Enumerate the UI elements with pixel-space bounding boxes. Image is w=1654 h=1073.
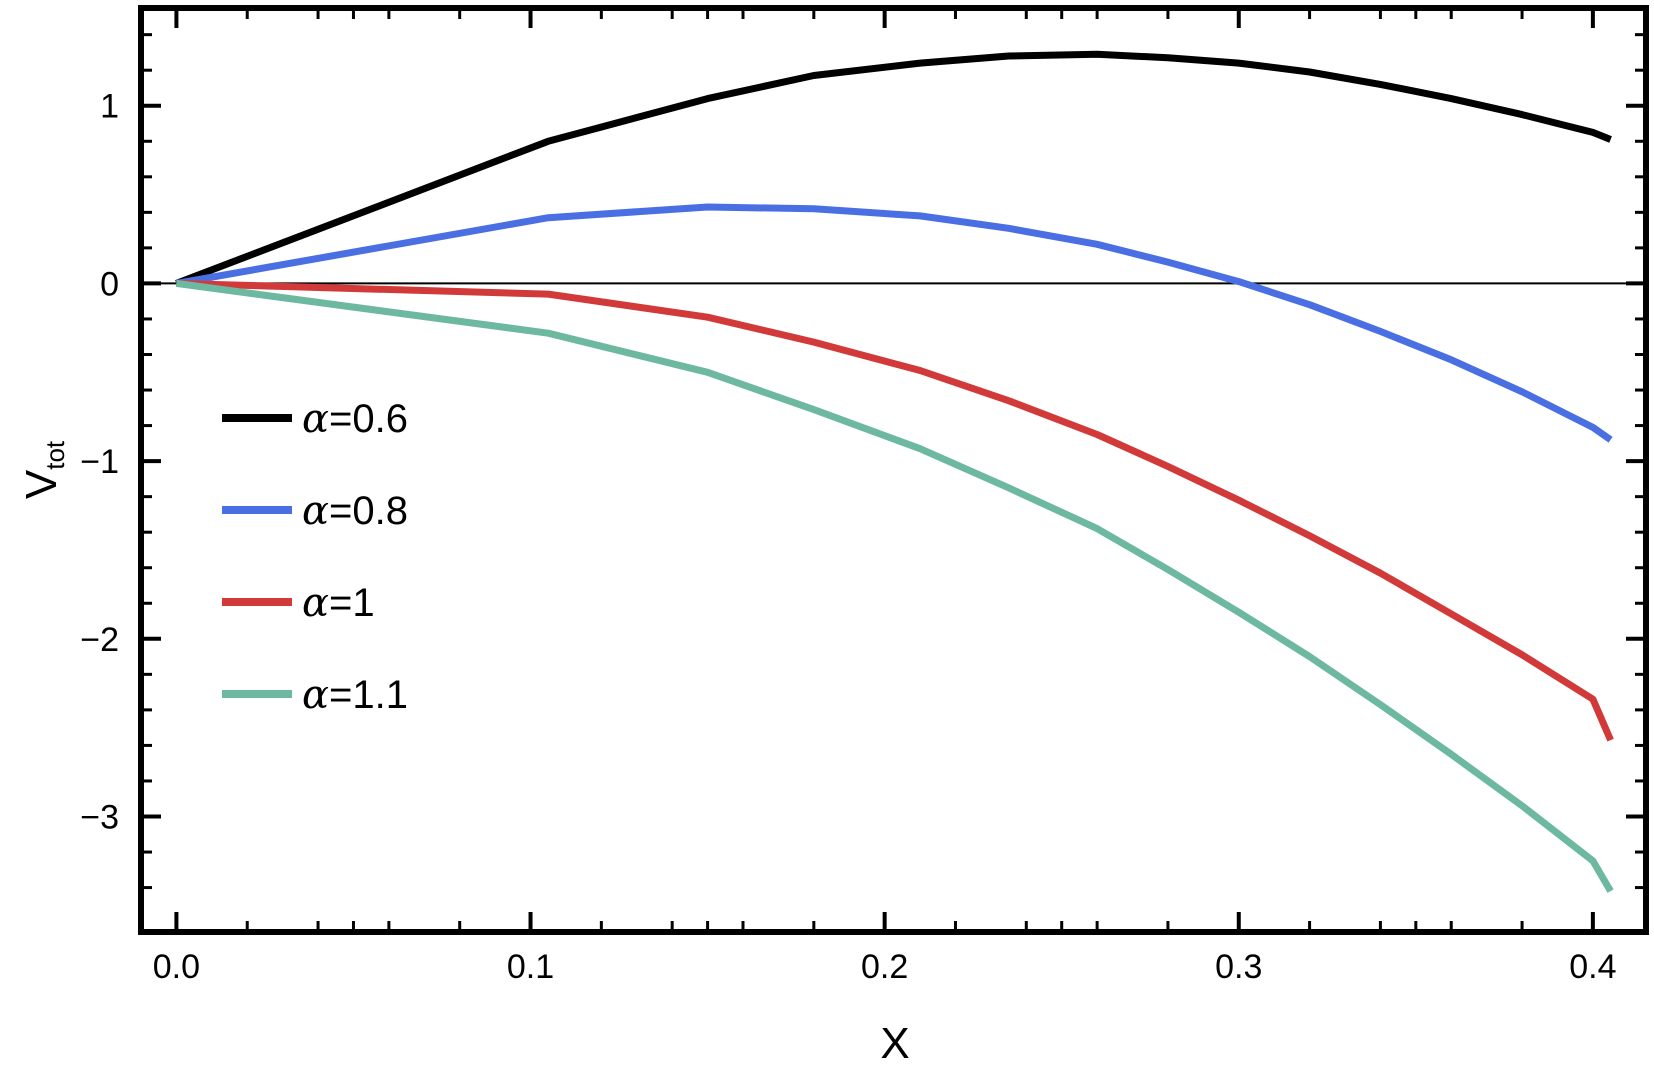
series-line-1 [175,203,1613,443]
y-tick-label: −1 [80,443,119,481]
series-line-0 [175,50,1612,287]
tick-labels-layer: 0.0 0.1 0.2 0.3 0.4 −3 −2 −1 0 1 [80,88,1616,986]
legend-label-symbol: α [302,672,329,718]
legend-label-value: =0.6 [329,397,408,441]
y-tick-label: 0 [100,265,119,303]
y-axis-label-main: V [17,469,66,499]
legend-label-0: α=0.6 [302,396,408,442]
plot-frame [138,5,1649,935]
x-tick-label: 0.2 [861,948,908,986]
y-tick-label: −2 [80,621,119,659]
legend-label-1: α=0.8 [302,488,408,534]
legend-label-3: α=1.1 [302,672,408,718]
legend-label-2: α=1 [302,580,375,626]
ticks-layer [141,8,1646,932]
legend-label-value: =1.1 [329,673,408,717]
series-line-2 [176,279,1614,742]
legend-label-value: =1 [329,581,375,625]
y-tick-label: −3 [80,799,119,837]
x-tick-label: 0.1 [507,948,554,986]
x-tick-label: 0.3 [1215,948,1262,986]
legend-label-symbol: α [302,396,329,442]
y-axis-label-sub: tot [40,440,70,470]
legend: α=0.6α=0.8α=1α=1.1 [222,396,408,718]
legend-label-value: =0.8 [329,489,408,533]
x-tick-label: 0.4 [1569,948,1616,986]
x-tick-label: 0.0 [153,948,200,986]
series-line-3 [175,279,1614,893]
y-tick-label: 1 [100,88,119,126]
x-axis-label: X [880,1019,909,1068]
series-layer [175,50,1614,893]
y-axis-label: Vtot [17,440,70,499]
legend-label-symbol: α [302,580,329,626]
legend-label-symbol: α [302,488,329,534]
